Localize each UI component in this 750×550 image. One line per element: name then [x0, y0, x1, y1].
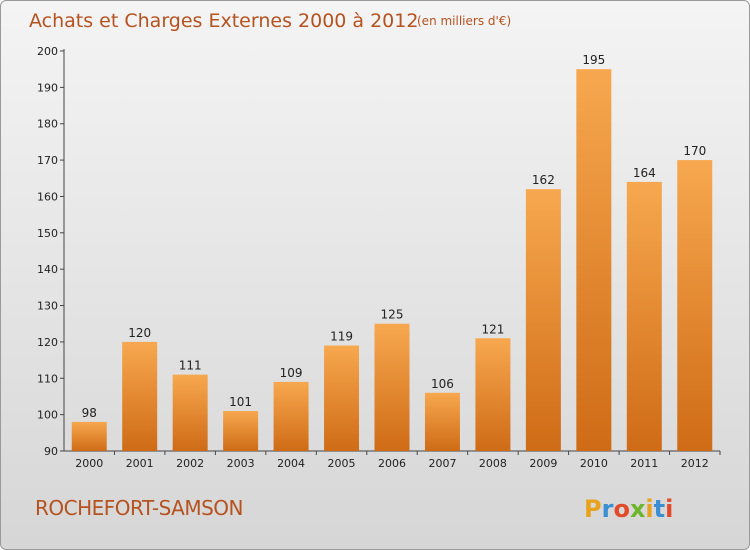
brand-letter: i	[665, 495, 673, 523]
bar	[424, 392, 460, 451]
bar	[122, 341, 158, 451]
y-tick-label: 200	[37, 45, 58, 58]
bar	[576, 69, 612, 451]
commune-name: ROCHEFORT-SAMSON	[35, 496, 243, 520]
proxiti-logo: Proxiti	[584, 495, 673, 523]
x-tick-labels: 2000 2001 2002 2003 2004 2005 2006 2007 2008 2009…	[75, 457, 709, 470]
data-label: 125	[381, 308, 404, 322]
y-tick-label: 110	[37, 372, 58, 385]
x-tick-label: 2005	[328, 457, 356, 470]
bar	[273, 381, 309, 451]
x-tick-label: 2009	[529, 457, 557, 470]
data-label: 109	[280, 366, 303, 380]
data-label: 106	[431, 377, 454, 391]
data-label: 111	[179, 359, 202, 373]
x-tick-label: 2004	[277, 457, 305, 470]
data-label: 170	[683, 144, 706, 158]
brand-letter: t	[654, 495, 665, 523]
y-tick-label: 180	[37, 118, 58, 131]
bar	[172, 374, 208, 451]
y-tick-label: 190	[37, 81, 58, 94]
bar	[374, 323, 410, 451]
y-tick-label: 120	[37, 336, 58, 349]
bar	[71, 421, 107, 451]
bar	[525, 189, 561, 451]
brand-letter: i	[645, 495, 653, 523]
y-tick-label: 140	[37, 263, 58, 276]
bar	[475, 338, 511, 451]
brand-letter: x	[630, 495, 646, 523]
x-tick-label: 2010	[580, 457, 608, 470]
y-tick-label: 100	[37, 409, 58, 422]
brand-letter: o	[613, 495, 630, 523]
chart-title: Achats et Charges Externes 2000 à 2012	[29, 10, 418, 32]
y-tick-label: 170	[37, 154, 58, 167]
data-labels: 98 120 111 101 109 119 125 106 121 162 195 164 170	[82, 53, 707, 420]
x-tick-label: 2012	[681, 457, 709, 470]
x-tick-label: 2006	[378, 457, 406, 470]
chart-unit: (en milliers d'€)	[417, 14, 511, 28]
brand-letter: P	[584, 495, 602, 523]
bar	[677, 160, 713, 451]
brand-letter: r	[602, 495, 614, 523]
bar	[626, 181, 662, 451]
data-label: 195	[582, 53, 605, 67]
data-label: 121	[481, 322, 504, 336]
data-label: 162	[532, 173, 555, 187]
y-tick-label: 150	[37, 227, 58, 240]
x-tick-label: 2002	[176, 457, 204, 470]
x-tick-label: 2003	[227, 457, 255, 470]
y-tick-label: 130	[37, 300, 58, 313]
data-label: 101	[229, 395, 252, 409]
y-tick-label: 160	[37, 190, 58, 203]
y-tick-labels: 90 100 110 120 130 140 150 160 170 180 190 200	[37, 45, 58, 458]
x-tick-label: 2008	[479, 457, 507, 470]
data-label: 164	[633, 166, 656, 180]
data-label: 120	[128, 326, 151, 340]
bar	[223, 411, 259, 451]
data-label: 98	[82, 406, 97, 420]
data-label: 119	[330, 330, 353, 344]
x-tick-label: 2001	[126, 457, 154, 470]
x-tick-label: 2011	[630, 457, 658, 470]
y-tick-label: 90	[44, 445, 58, 458]
x-tick-label: 2000	[75, 457, 103, 470]
x-tick-label: 2007	[428, 457, 456, 470]
bar	[324, 345, 360, 451]
bars	[71, 69, 713, 451]
